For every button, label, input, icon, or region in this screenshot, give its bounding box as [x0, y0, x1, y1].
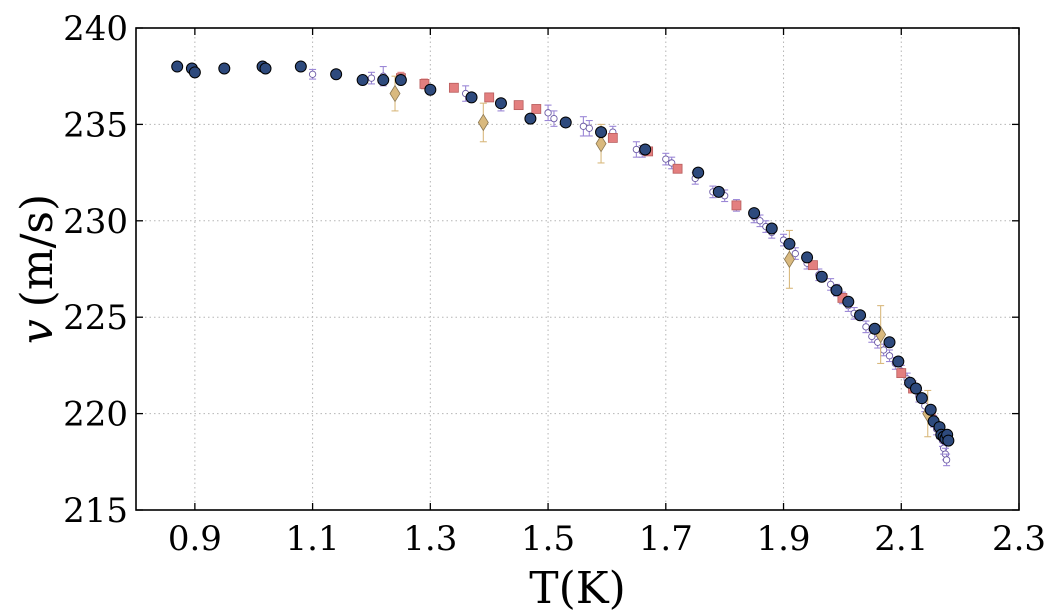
data-point-square — [672, 163, 683, 174]
axis-ticks: 0.9 1.1 1.3 1.5 1.7 1.9 2.1 2.3 215 220 225 230 235 2… — [63, 9, 1046, 559]
data-point-diamond — [595, 134, 607, 153]
data-point-filled-circle — [783, 237, 796, 250]
x-tick-label: 2.3 — [992, 519, 1046, 559]
data-point-open-circle — [550, 114, 558, 123]
data-point-open-circle — [585, 124, 593, 132]
data-point-filled-circle — [294, 60, 307, 73]
x-tick-label: 1.9 — [756, 519, 810, 559]
data-point-open-circle — [942, 456, 951, 464]
data-point-filled-circle — [524, 112, 537, 125]
data-point-filled-circle — [748, 207, 761, 220]
y-axis-label-variable: v — [12, 319, 63, 344]
data-point-square — [808, 260, 818, 271]
data-point-filled-circle — [377, 74, 390, 87]
data-point-filled-circle — [765, 222, 778, 235]
data-point-square — [448, 82, 459, 93]
plot-frame — [135, 27, 1020, 511]
y-axis-label: v (m/s) — [12, 194, 63, 344]
data-point-open-circle — [662, 155, 670, 163]
data-point-diamond — [389, 84, 401, 103]
data-point-filled-circle — [830, 284, 843, 297]
data-point-filled-circle — [559, 116, 572, 129]
data-point-filled-circle — [595, 126, 608, 139]
data-point-square — [731, 200, 742, 211]
data-point-filled-circle — [909, 382, 922, 395]
data-point-diamond — [477, 113, 489, 132]
x-tick-label: 1.3 — [403, 519, 457, 559]
data-point-diamond — [783, 250, 795, 269]
data-point-filled-circle — [883, 336, 896, 349]
data-point-square — [531, 104, 542, 114]
series-circle-filled — [171, 60, 955, 447]
y-tick-label: 225 — [63, 298, 128, 338]
data-point-open-circle — [862, 323, 870, 331]
data-point-filled-circle — [188, 66, 201, 79]
data-point-filled-circle — [854, 309, 867, 322]
data-point-open-circle — [756, 217, 764, 225]
data-point-filled-circle — [712, 185, 725, 198]
data-point-open-circle — [544, 109, 552, 117]
data-point-filled-circle — [356, 74, 369, 87]
x-tick-label: 0.9 — [168, 519, 222, 559]
data-point-filled-circle — [171, 60, 184, 73]
data-markers — [171, 60, 955, 467]
data-point-filled-circle — [639, 143, 652, 156]
x-axis-label: T(K) — [529, 563, 626, 612]
data-point-filled-circle — [692, 166, 705, 179]
y-tick-label: 220 — [63, 395, 128, 435]
data-point-open-circle — [367, 74, 376, 82]
data-point-filled-circle — [494, 97, 507, 110]
data-point-open-circle — [879, 346, 888, 354]
data-point-filled-circle — [394, 74, 407, 87]
data-point-open-circle — [791, 249, 799, 258]
data-point-open-circle — [632, 145, 641, 154]
data-point-filled-circle — [915, 392, 928, 405]
data-point-square — [484, 92, 495, 103]
data-point-filled-circle — [424, 83, 437, 96]
data-point-square — [513, 100, 524, 111]
x-tick-label: 1.7 — [639, 519, 693, 559]
data-point-square — [607, 132, 618, 143]
data-point-filled-circle — [259, 62, 272, 75]
data-point-filled-circle — [892, 355, 905, 368]
data-point-open-circle — [308, 70, 317, 78]
data-point-filled-circle — [942, 434, 955, 447]
x-tick-label: 1.5 — [521, 519, 575, 559]
data-point-filled-circle — [842, 295, 855, 308]
y-tick-label: 230 — [63, 202, 128, 242]
data-point-filled-circle — [465, 91, 478, 104]
y-tick-label: 235 — [63, 105, 128, 145]
data-point-filled-circle — [801, 251, 814, 264]
x-tick-label: 1.1 — [286, 519, 340, 559]
data-point-filled-circle — [815, 270, 828, 283]
data-point-filled-circle — [868, 322, 881, 335]
data-point-filled-circle — [330, 68, 343, 81]
y-tick-label: 240 — [63, 9, 128, 49]
y-tick-label: 215 — [63, 491, 128, 531]
data-point-filled-circle — [924, 403, 937, 416]
y-axis-label-unit: (m/s) — [12, 194, 63, 307]
data-point-square — [896, 368, 907, 379]
data-point-filled-circle — [218, 62, 231, 75]
x-tick-label: 2.1 — [874, 519, 928, 559]
data-point-open-circle — [579, 122, 588, 130]
data-point-open-circle — [885, 352, 894, 360]
